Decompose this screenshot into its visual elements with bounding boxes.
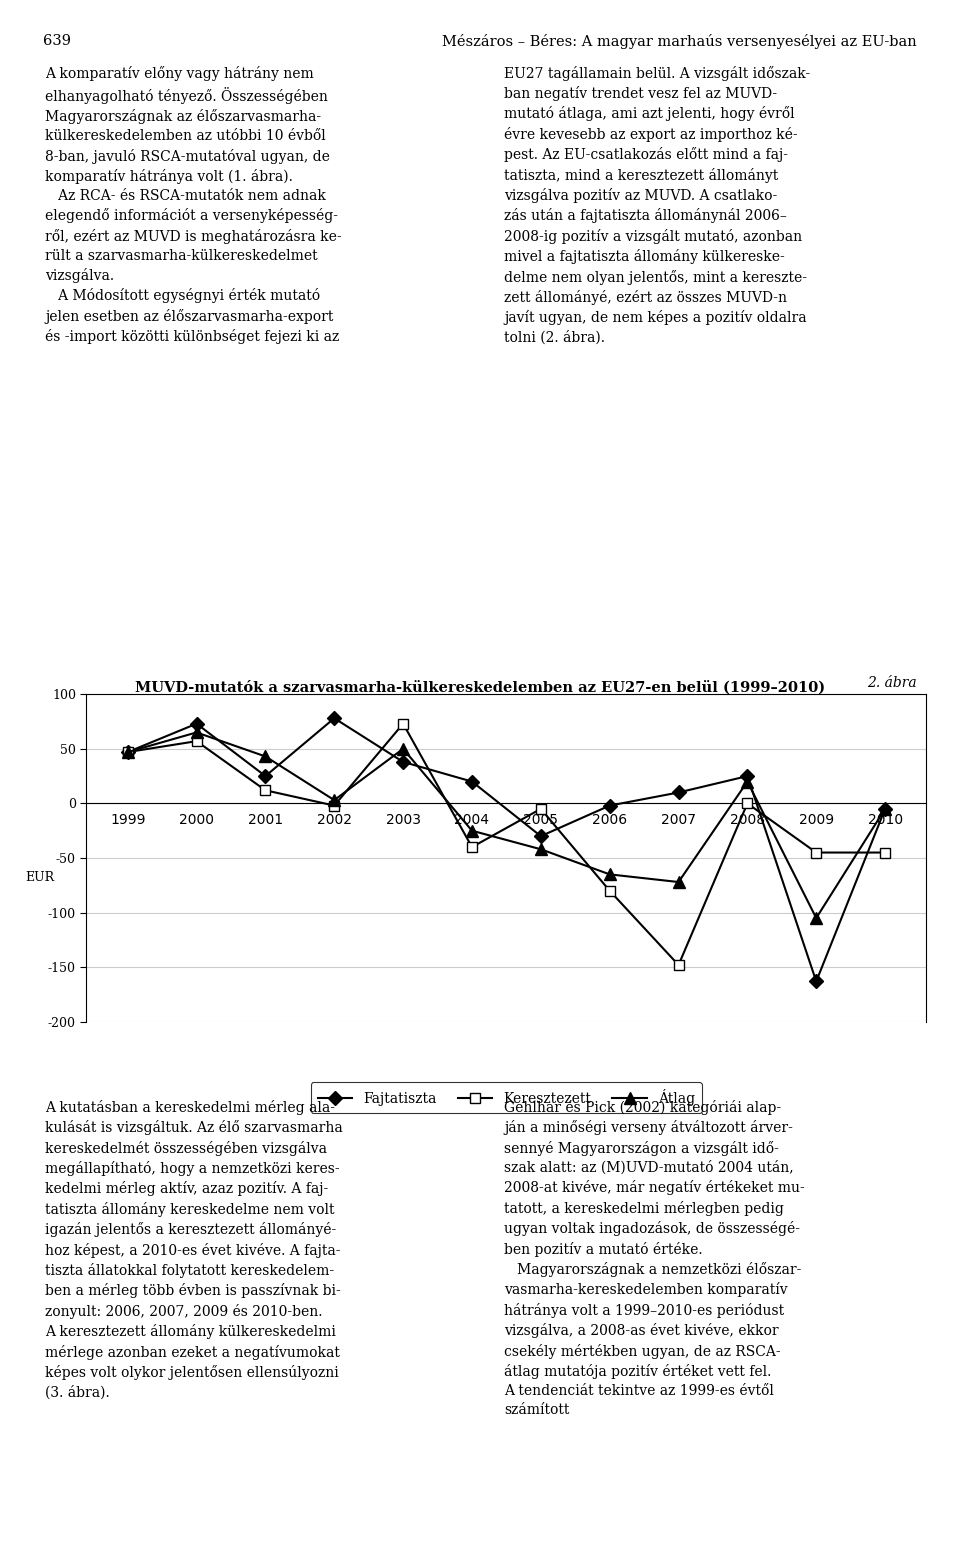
Fajtatiszta <box>397 752 409 771</box>
Fajtatiszta <box>673 783 684 802</box>
Text: 2. ábra: 2. ábra <box>867 675 917 690</box>
Keresztezett <box>328 796 340 814</box>
Text: EU27 tagállamain belül. A vizsgált időszak-
ban negatív trendet vesz fel az MUVD: EU27 tagállamain belül. A vizsgált idősz… <box>504 66 810 345</box>
Átlag <box>467 821 478 839</box>
Átlag <box>259 747 271 766</box>
Fajtatiszta <box>259 768 271 786</box>
Keresztezett <box>259 782 271 800</box>
Fajtatiszta <box>810 972 822 991</box>
Line: Fajtatiszta: Fajtatiszta <box>123 713 890 986</box>
Fajtatiszta <box>122 743 133 761</box>
Text: MUVD-mutatók a szarvasmarha-külkereskedelemben az EU27-en belül (1999–2010): MUVD-mutatók a szarvasmarha-külkereskede… <box>135 680 825 694</box>
Átlag <box>397 739 409 758</box>
Fajtatiszta <box>328 708 340 727</box>
Line: Keresztezett: Keresztezett <box>123 719 890 970</box>
Keresztezett <box>191 732 203 750</box>
Átlag <box>535 839 546 858</box>
Átlag <box>742 772 754 791</box>
Keresztezett <box>467 838 478 856</box>
Átlag <box>122 743 133 761</box>
Fajtatiszta <box>191 714 203 733</box>
Keresztezett <box>879 842 891 861</box>
Keresztezett <box>673 956 684 975</box>
Y-axis label: EUR: EUR <box>26 870 55 885</box>
Átlag <box>673 872 684 891</box>
Átlag <box>191 724 203 743</box>
Fajtatiszta <box>535 827 546 846</box>
Text: A kutatásban a kereskedelmi mérleg ala-
kulását is vizsgáltuk. Az élő szarvasmar: A kutatásban a kereskedelmi mérleg ala- … <box>45 1100 343 1399</box>
Átlag <box>810 908 822 927</box>
Keresztezett <box>535 800 546 819</box>
Legend: Fajtatiszta, Keresztezett, Átlag: Fajtatiszta, Keresztezett, Átlag <box>311 1083 702 1114</box>
Átlag <box>879 800 891 819</box>
Keresztezett <box>810 842 822 861</box>
Átlag <box>604 864 615 883</box>
Fajtatiszta <box>879 800 891 819</box>
Text: A komparatív előny vagy hátrány nem
elhanyagolható tényező. Összességében
Magyar: A komparatív előny vagy hátrány nem elha… <box>45 66 342 345</box>
Line: Átlag: Átlag <box>122 727 891 924</box>
Text: Mészáros – Béres: A magyar marhaús versenyesélyei az EU-ban: Mészáros – Béres: A magyar marhaús verse… <box>442 34 917 50</box>
Keresztezett <box>604 881 615 900</box>
Fajtatiszta <box>604 796 615 814</box>
Fajtatiszta <box>742 768 754 786</box>
Átlag <box>328 791 340 810</box>
Keresztezett <box>742 794 754 813</box>
Keresztezett <box>397 714 409 733</box>
Text: 639: 639 <box>43 34 71 48</box>
Keresztezett <box>122 743 133 761</box>
Fajtatiszta <box>467 772 478 791</box>
Text: Gehlhar és Pick (2002) kategóriái alap-
ján a minőségi verseny átváltozott árver: Gehlhar és Pick (2002) kategóriái alap- … <box>504 1100 804 1416</box>
